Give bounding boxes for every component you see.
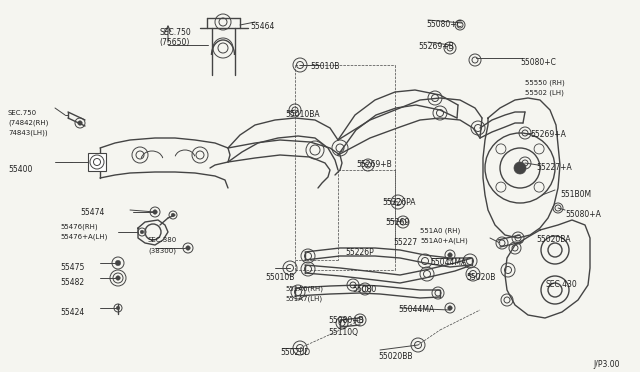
Text: (38300): (38300) bbox=[148, 247, 176, 253]
Text: 55080+B: 55080+B bbox=[328, 316, 364, 325]
Circle shape bbox=[514, 162, 526, 174]
Circle shape bbox=[172, 213, 175, 217]
Text: J/P3.00: J/P3.00 bbox=[593, 360, 620, 369]
Text: 55475: 55475 bbox=[60, 263, 84, 272]
Text: 55020BB: 55020BB bbox=[378, 352, 413, 361]
Text: 551A0 (RH): 551A0 (RH) bbox=[420, 228, 460, 234]
Text: (74842(RH): (74842(RH) bbox=[8, 120, 49, 126]
Text: 551B0M: 551B0M bbox=[560, 190, 591, 199]
Text: 55550 (RH): 55550 (RH) bbox=[525, 80, 564, 87]
Text: 55482: 55482 bbox=[60, 278, 84, 287]
Text: 55424: 55424 bbox=[60, 308, 84, 317]
Text: 55227+A: 55227+A bbox=[536, 163, 572, 172]
Text: 55226PA: 55226PA bbox=[382, 198, 415, 207]
Text: 55476+A(LH): 55476+A(LH) bbox=[60, 233, 108, 240]
Text: 55474: 55474 bbox=[80, 208, 104, 217]
Circle shape bbox=[116, 306, 120, 310]
Circle shape bbox=[186, 246, 190, 250]
Text: 55080+A: 55080+A bbox=[565, 210, 601, 219]
Text: 55476(RH): 55476(RH) bbox=[60, 223, 98, 230]
Circle shape bbox=[448, 306, 452, 310]
Text: 55464: 55464 bbox=[250, 22, 275, 31]
Text: 55502 (LH): 55502 (LH) bbox=[525, 89, 564, 96]
Text: SEC.380: SEC.380 bbox=[148, 237, 177, 243]
Text: (75650): (75650) bbox=[160, 38, 190, 47]
Text: SEC.750: SEC.750 bbox=[159, 28, 191, 37]
Text: 55080+C: 55080+C bbox=[426, 20, 462, 29]
Circle shape bbox=[115, 260, 121, 266]
Text: 55269+A: 55269+A bbox=[530, 130, 566, 139]
Text: SEC.750: SEC.750 bbox=[8, 110, 37, 116]
Text: 55020D: 55020D bbox=[280, 348, 310, 357]
Text: 55400: 55400 bbox=[8, 165, 33, 174]
Text: 551A0+A(LH): 551A0+A(LH) bbox=[420, 238, 468, 244]
Text: SEC.430: SEC.430 bbox=[545, 280, 577, 289]
Text: 55269+B: 55269+B bbox=[356, 160, 392, 169]
Text: 55080: 55080 bbox=[352, 285, 376, 294]
Circle shape bbox=[448, 253, 452, 257]
Text: 551A7(LH): 551A7(LH) bbox=[285, 295, 322, 301]
Text: 55020BA: 55020BA bbox=[536, 235, 571, 244]
Circle shape bbox=[140, 230, 144, 234]
Circle shape bbox=[77, 121, 83, 125]
Text: 55010B: 55010B bbox=[265, 273, 294, 282]
Text: 74843(LH)): 74843(LH)) bbox=[8, 130, 47, 137]
Text: 55269: 55269 bbox=[385, 218, 409, 227]
Circle shape bbox=[153, 210, 157, 214]
Text: 55269+B: 55269+B bbox=[418, 42, 454, 51]
Text: 55020B: 55020B bbox=[466, 273, 495, 282]
Text: 55044MA: 55044MA bbox=[430, 258, 467, 267]
Text: 551A6(RH): 551A6(RH) bbox=[285, 285, 323, 292]
Text: 55227: 55227 bbox=[393, 238, 417, 247]
Circle shape bbox=[116, 276, 120, 280]
Text: 55010B: 55010B bbox=[310, 62, 339, 71]
Text: 55010BA: 55010BA bbox=[285, 110, 319, 119]
Text: 55044MA: 55044MA bbox=[398, 305, 435, 314]
Text: 55110Q: 55110Q bbox=[328, 328, 358, 337]
Text: 55080+C: 55080+C bbox=[520, 58, 556, 67]
Text: 55226P: 55226P bbox=[345, 248, 374, 257]
Bar bbox=[88, 153, 106, 171]
